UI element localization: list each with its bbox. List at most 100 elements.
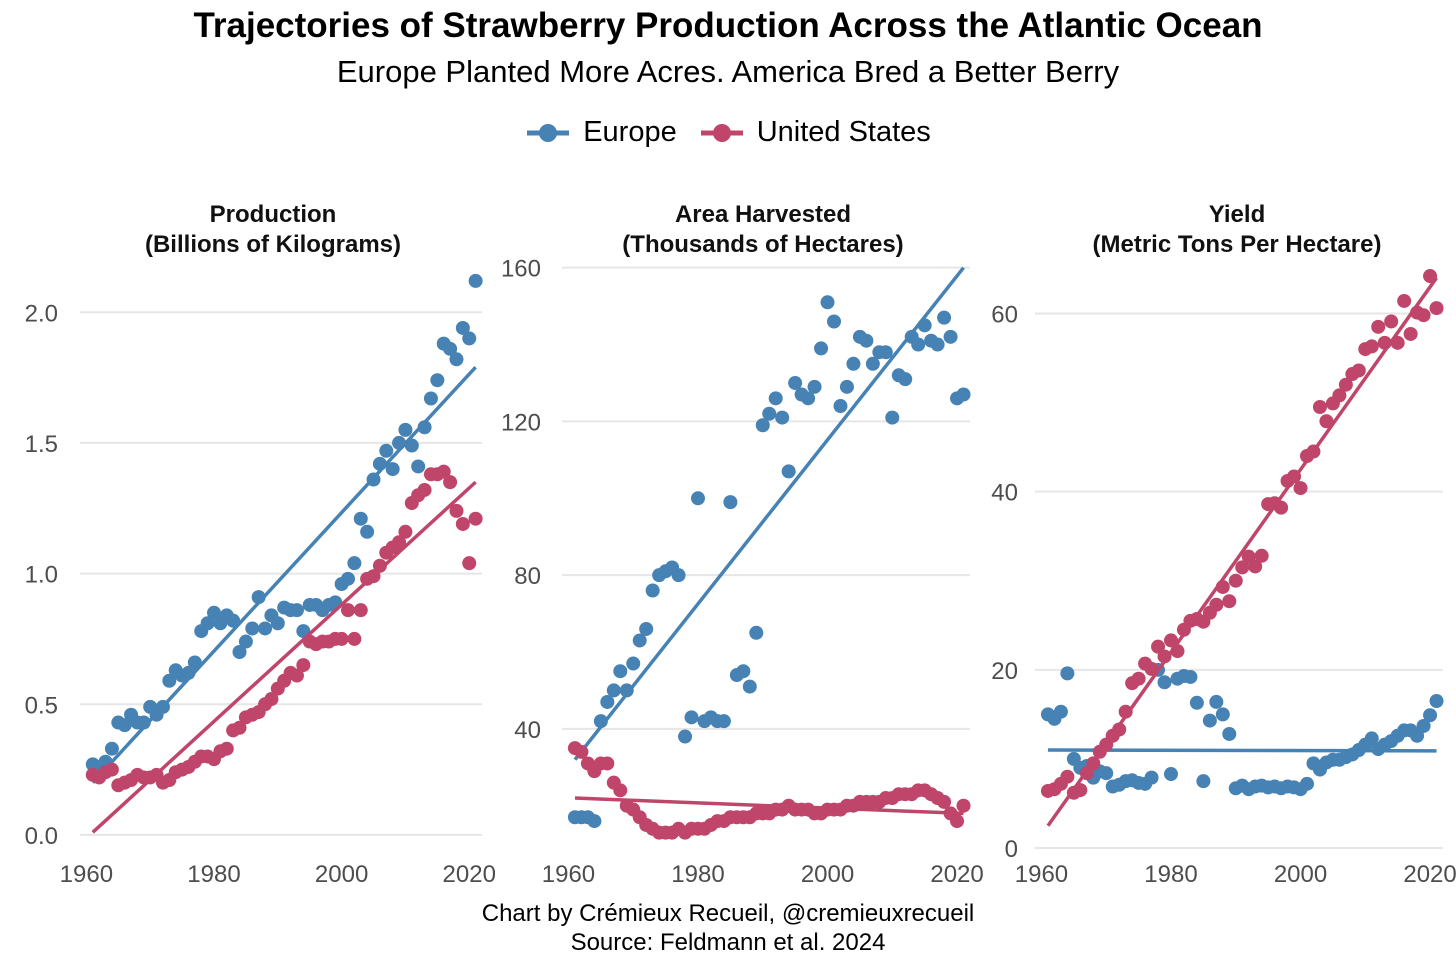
legend: Europe United States: [0, 116, 1456, 149]
panel-production-point-europe: [104, 741, 119, 756]
panel-yield-point-united-states: [1164, 633, 1178, 648]
panel-production-point-europe: [372, 456, 387, 471]
panel-area-harvested-point-united-states: [600, 756, 615, 771]
panel-production-point-united-states: [353, 603, 368, 618]
panel-area-harvested-point-europe: [632, 633, 647, 648]
panel-production-point-europe: [238, 634, 253, 649]
panel-area-harvested-point-united-states: [613, 783, 628, 798]
panel-yield-point-united-states: [1384, 314, 1399, 329]
panel-yield-point-united-states: [1423, 269, 1438, 284]
panel-area-harvested: Area Harvested (Thousands of Hectares) 40 8…: [501, 201, 984, 888]
legend-key-europe: [527, 123, 570, 142]
panel-yield-point-europe: [1060, 666, 1075, 681]
panel-area-harvested-point-europe: [917, 318, 932, 333]
panel-production-point-europe: [449, 352, 464, 367]
panel-yield-title-line1: Yield: [1209, 201, 1265, 228]
panel-area-harvested-title-line2: (Thousands of Hectares): [622, 231, 903, 258]
panel-area-harvested-point-europe: [716, 714, 731, 729]
panel-production-point-europe: [379, 443, 394, 458]
panel-production-point-united-states: [104, 762, 119, 777]
panel-production-point-europe: [430, 373, 445, 388]
chart-subtitle: Europe Planted More Acres. America Bred …: [336, 54, 1120, 89]
panel-production-x-tick-label: 2000: [315, 861, 368, 888]
panel-yield-point-united-states: [1118, 704, 1133, 719]
panel-production-point-europe: [455, 320, 470, 335]
panel-production-point-united-states: [366, 569, 381, 584]
panel-yield-point-united-states: [1371, 319, 1386, 334]
panel-production-point-europe: [385, 462, 400, 477]
panel-production-point-europe: [462, 331, 477, 346]
panel-area-harvested-point-europe: [639, 621, 654, 636]
panel-production-point-united-states: [347, 631, 362, 646]
panel-area-harvested-point-europe: [723, 495, 738, 510]
panel-area-harvested-point-united-states: [574, 744, 589, 759]
panel-area-harvested-point-europe: [775, 410, 790, 425]
panel-yield-point-europe: [1300, 776, 1314, 791]
panel-production-point-europe: [417, 420, 432, 435]
panel-area-harvested-trend-europe: [573, 266, 965, 761]
panel-production-point-united-states: [264, 692, 279, 707]
panel-production-point-united-states: [417, 482, 432, 497]
panel-yield-point-europe: [1099, 766, 1114, 781]
panel-production-point-europe: [366, 472, 381, 487]
panel-area-harvested-point-europe: [839, 379, 854, 394]
panel-yield-point-united-states: [1215, 579, 1230, 594]
caption-source: Source: Feldmann et al. 2024: [570, 929, 886, 956]
chart-title: Trajectories of Strawberry Production Ac…: [193, 6, 1263, 45]
panel-area-harvested-y-tick-label: 40: [514, 717, 541, 744]
panel-production-y-tick-label: 2.0: [25, 300, 58, 327]
panel-yield-point-europe: [1053, 704, 1068, 719]
legend-item-europe: Europe: [525, 116, 677, 149]
panel-area-harvested-point-europe: [833, 399, 848, 414]
panel-area-harvested-x-tick-label: 1960: [542, 861, 595, 888]
panel-area-harvested-y-tick-label: 160: [501, 256, 541, 283]
panel-area-harvested-point-europe: [606, 683, 621, 698]
panel-production-point-europe: [423, 391, 438, 406]
panel-area-harvested-point-europe: [749, 625, 764, 640]
panel-production-point-europe: [392, 435, 407, 450]
panel-production-point-europe: [443, 341, 458, 356]
panel-area-harvested-point-europe: [613, 664, 628, 679]
legend-label-united-states: United States: [756, 116, 931, 148]
panel-production-point-united-states: [341, 603, 355, 618]
panel-production-point-europe: [341, 571, 355, 586]
panel-production-point-europe: [245, 621, 260, 636]
panel-production-point-united-states: [392, 535, 407, 550]
panel-area-harvested-point-europe: [788, 375, 803, 390]
panel-yield-point-united-states: [1235, 560, 1250, 575]
panel-production-point-united-states: [232, 720, 247, 735]
panel-production-point-europe: [181, 665, 196, 680]
panel-yield-point-united-states: [1312, 400, 1327, 414]
panel-yield-point-united-states: [1222, 594, 1237, 609]
panel-yield-point-united-states: [1403, 326, 1418, 341]
panel-yield-x-tick-label: 1980: [1144, 861, 1197, 888]
panel-area-harvested-point-europe: [814, 341, 829, 356]
panel-yield-title-line2: (Metric Tons Per Hectare): [1093, 231, 1382, 258]
panel-yield-point-europe: [1423, 708, 1438, 723]
panel-production-point-united-states: [468, 511, 483, 526]
panel-area-harvested-x-tick-label: 2000: [801, 861, 854, 888]
panel-area-harvested-point-europe: [619, 683, 634, 698]
panel-area-harvested-point-europe: [742, 679, 757, 694]
panel-yield-point-united-states: [1073, 783, 1088, 798]
panel-production-point-united-states: [372, 558, 387, 573]
panel-yield-point-united-states: [1060, 769, 1075, 784]
panel-area-harvested-point-europe: [768, 391, 783, 406]
panel-yield-point-united-states: [1157, 649, 1172, 664]
panel-production-y-tick-label: 0.5: [25, 692, 58, 719]
panel-area-harvested-point-europe: [645, 583, 660, 598]
panel-yield-point-united-states: [1254, 548, 1269, 563]
panel-production-point-united-states: [462, 556, 477, 571]
panel-yield-point-united-states: [1086, 756, 1101, 771]
panel-yield-point-united-states: [1377, 335, 1392, 350]
panel-area-harvested-point-europe: [820, 295, 835, 310]
panel-yield-point-europe: [1164, 767, 1178, 782]
legend-key-united-states: [700, 123, 743, 142]
panel-area-harvested-point-europe: [691, 491, 705, 506]
panel-yield-point-united-states: [1397, 293, 1412, 308]
panel-area-harvested-point-europe: [671, 568, 686, 583]
panel-yield-point-united-states: [1429, 301, 1444, 316]
panel-yield-point-europe: [1215, 707, 1230, 722]
panel-area-harvested-trend-united-states: [574, 796, 964, 816]
panel-yield-x-tick-label: 2000: [1274, 861, 1327, 888]
